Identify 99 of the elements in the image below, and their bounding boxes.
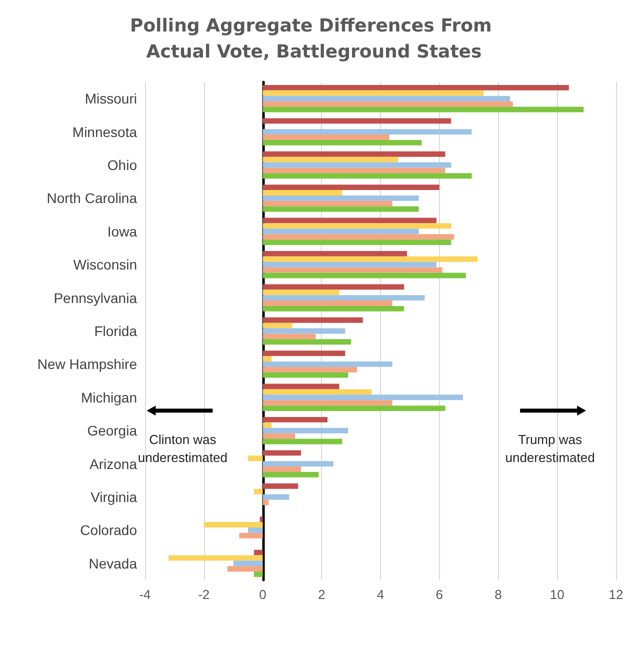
bar [262, 322, 292, 328]
bar [262, 433, 296, 439]
bar [204, 522, 263, 528]
y-tick-label: North Carolina [46, 190, 138, 206]
annotation: Trump was underestimated [505, 432, 595, 466]
bar [262, 101, 513, 107]
bar [262, 106, 584, 112]
bar [262, 428, 348, 434]
annotation: Clinton was underestimated [138, 432, 228, 466]
bar [262, 339, 352, 345]
y-tick-label: Iowa [107, 223, 138, 240]
bar [262, 356, 272, 362]
bar [262, 361, 392, 367]
y-tick-label: Michigan [80, 389, 137, 406]
bar [248, 456, 263, 462]
bar [262, 206, 419, 212]
bar [262, 400, 392, 406]
bar [254, 572, 263, 578]
bar [227, 566, 263, 572]
y-tick-label: Ohio [107, 157, 138, 173]
bar [262, 240, 452, 246]
bar [262, 295, 425, 301]
bar [262, 234, 454, 240]
bar [239, 532, 263, 538]
bar [248, 527, 263, 533]
bar [262, 90, 484, 96]
x-tick-label: 8 [494, 587, 502, 602]
x-tick-label: 10 [550, 587, 564, 602]
bar [262, 184, 440, 190]
bar [254, 488, 263, 494]
bar [262, 306, 404, 312]
bar [262, 350, 346, 356]
bar [262, 228, 419, 234]
y-tick-label: Minnesota [72, 124, 138, 140]
bar [262, 162, 452, 168]
bar [262, 317, 363, 323]
x-tick-label: 4 [376, 587, 384, 602]
bar [262, 256, 478, 262]
bar [262, 366, 357, 372]
y-tick-label: Pennsylvania [54, 290, 138, 306]
bar [262, 190, 342, 196]
bar [262, 262, 436, 268]
bar [262, 461, 334, 467]
y-tick-label: Colorado [80, 522, 138, 538]
bar [262, 466, 302, 472]
bar [233, 560, 263, 566]
bar [262, 195, 419, 201]
bar [262, 500, 269, 506]
bar [262, 416, 328, 422]
y-tick-label: Nevada [88, 555, 138, 572]
bar [262, 151, 446, 157]
bar [262, 84, 569, 90]
bar [262, 173, 472, 179]
chart-title: Polling Aggregate Differences From Actual Vote, Battleground States [130, 16, 498, 62]
bar [262, 96, 510, 102]
bar [262, 300, 392, 306]
bar [262, 118, 452, 124]
bar [262, 438, 342, 444]
y-tick-label: Wisconsin [73, 256, 137, 273]
bar [262, 394, 463, 400]
bar [262, 129, 472, 135]
x-tick-label: 6 [436, 587, 443, 602]
bar [262, 334, 316, 340]
y-tick-label: Missouri [84, 90, 137, 107]
bar [262, 406, 446, 412]
bar [262, 156, 398, 162]
y-tick-label: Florida [94, 323, 138, 339]
bar [262, 223, 452, 229]
bar [262, 168, 446, 174]
y-tick-label: New Hampshire [37, 356, 138, 372]
bar [262, 372, 348, 378]
y-tick-label: Arizona [90, 456, 138, 472]
bar [262, 250, 407, 256]
bar [262, 389, 372, 395]
bar [262, 200, 392, 206]
bar [262, 483, 298, 489]
y-tick-label: Georgia [87, 422, 138, 439]
bar [262, 290, 340, 296]
bar [262, 494, 290, 500]
bar [262, 267, 442, 273]
x-tick-label: -2 [198, 587, 210, 602]
x-tick-label: 0 [259, 587, 266, 602]
bar [168, 555, 263, 561]
bar [262, 422, 272, 428]
x-tick-label: 12 [608, 587, 624, 602]
bar [260, 516, 263, 522]
y-tick-label: Virginia [90, 489, 138, 505]
bar [262, 450, 302, 456]
bar [262, 328, 346, 334]
bar [262, 284, 404, 290]
bar [262, 272, 466, 278]
bar [254, 550, 263, 556]
bar [262, 140, 422, 146]
bar [262, 472, 319, 478]
bar [262, 218, 436, 224]
x-tick-label: -4 [139, 587, 151, 602]
bar [262, 134, 390, 140]
bar [262, 384, 340, 390]
x-tick-label: 2 [318, 587, 326, 602]
